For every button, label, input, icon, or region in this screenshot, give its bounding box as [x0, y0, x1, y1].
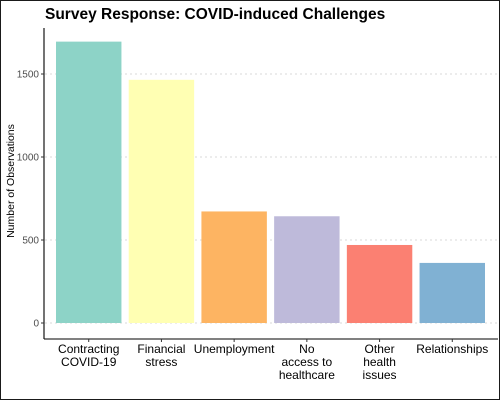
bar [419, 262, 485, 323]
x-tick-label-line: Unemployment [194, 342, 275, 356]
x-tick-label-line: issues [363, 368, 397, 382]
y-tick-label: 0 [33, 319, 39, 330]
x-tick-label-line: Contracting [58, 342, 119, 356]
x-tick-label-line: stress [145, 355, 177, 369]
bar [128, 79, 195, 323]
chart-title: Survey Response: COVID-induced Challenge… [45, 6, 385, 23]
x-tick-label: Relationships [416, 342, 488, 356]
bar [346, 244, 413, 323]
x-tick-label: Contracting COVID-19 [58, 342, 119, 369]
x-tick-label-line: COVID-19 [61, 355, 117, 369]
y-axis-ticks: 0 500 1000 1500 [17, 70, 44, 330]
x-tick-label-line: health [363, 355, 396, 369]
x-axis-ticks: Contracting COVID-19 Financial stress Unempl… [58, 339, 488, 382]
y-tick-label: 1000 [17, 153, 40, 164]
x-tick-label: Unemployment [194, 342, 275, 356]
bars [56, 41, 485, 323]
x-tick-label-line: Relationships [416, 342, 488, 356]
axes [43, 28, 498, 340]
y-tick-label: 1500 [17, 70, 40, 81]
bar [56, 41, 122, 323]
x-tick-label-line: Financial [137, 342, 185, 356]
bar [274, 216, 340, 323]
y-axis-label: Number of Observations [5, 124, 17, 238]
x-tick-label-line: Other [365, 342, 395, 356]
bar [201, 211, 267, 323]
y-tick-label: 500 [22, 236, 39, 247]
x-tick-label: Financial stress [137, 342, 185, 369]
x-tick-label-line: healthcare [279, 368, 335, 382]
x-tick-label-line: access to [282, 355, 333, 369]
x-tick-label: Other health issues [363, 342, 397, 382]
x-tick-label: No access to healthcare [279, 342, 335, 382]
x-tick-label-line: No [299, 342, 315, 356]
